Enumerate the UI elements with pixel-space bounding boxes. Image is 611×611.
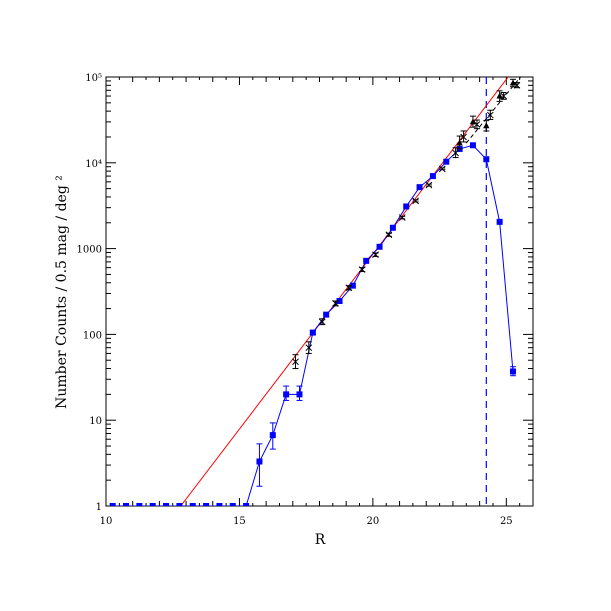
- data-point-square: [429, 173, 436, 180]
- y-tick-label: 1000: [77, 245, 102, 256]
- data-point-cross: [486, 111, 494, 119]
- data-point-square: [203, 503, 210, 506]
- y-tick-label: 10: [89, 416, 102, 427]
- data-point-square: [376, 243, 383, 250]
- data-point-square: [389, 224, 396, 231]
- data-point-square: [256, 458, 263, 465]
- data-point-cross: [425, 181, 433, 189]
- x-tick-label: 10: [100, 516, 113, 527]
- x-tick-label: 20: [367, 516, 380, 527]
- data-point-square: [123, 503, 130, 506]
- data-point-square: [416, 184, 423, 191]
- data-series: [109, 78, 521, 506]
- data-point-square: [243, 503, 250, 506]
- axis-ticks: [105, 76, 534, 507]
- data-point-square: [443, 158, 450, 165]
- data-point-square: [496, 218, 503, 225]
- data-point-cross: [292, 358, 299, 366]
- data-point-cross: [438, 165, 446, 173]
- data-point-square: [109, 503, 116, 506]
- y-tick-label: 10⁵: [85, 73, 102, 84]
- data-point-square: [149, 503, 156, 506]
- data-point-square: [323, 311, 330, 318]
- data-point-square: [189, 503, 196, 506]
- y-tick-label: 10⁴: [85, 159, 102, 170]
- y-axis-title: Number Counts / 0.5 mag / deg ²: [54, 175, 70, 409]
- data-point-cross: [305, 344, 313, 352]
- y-tick-label: 1: [96, 502, 102, 513]
- tick-labels: 10 15 20 25 1 10 100 1000 10⁴ 10⁵: [77, 73, 513, 527]
- data-point-square: [469, 142, 476, 149]
- data-point-square: [283, 391, 290, 398]
- data-point-cross: [345, 284, 353, 292]
- data-point-square: [136, 503, 143, 506]
- x-tick-label: 15: [233, 516, 246, 527]
- series-1-cross: [292, 81, 521, 370]
- data-point-triangle: [496, 92, 503, 99]
- data-point-square: [176, 503, 183, 506]
- data-point-square: [216, 503, 223, 506]
- data-point-square: [509, 368, 516, 375]
- data-point-square: [229, 503, 236, 506]
- data-point-cross: [460, 133, 467, 141]
- data-point-square: [403, 203, 410, 210]
- data-point-cross: [372, 251, 379, 259]
- fit-line-4: [465, 77, 522, 144]
- data-point-triangle: [469, 118, 477, 125]
- data-point-square: [269, 432, 276, 439]
- data-point-cross: [385, 231, 393, 239]
- x-tick-label: 25: [500, 516, 513, 527]
- data-point-square: [296, 391, 303, 398]
- data-point-square: [336, 298, 343, 305]
- data-point-cross: [332, 300, 339, 307]
- data-point-cross: [358, 266, 366, 273]
- data-point-cross: [452, 149, 459, 157]
- x-axis-title: R: [315, 532, 326, 548]
- data-point-triangle: [483, 122, 490, 129]
- data-point-triangle: [456, 139, 463, 146]
- data-point-triangle: [509, 79, 517, 86]
- data-point-square: [483, 156, 490, 163]
- data-point-cross: [318, 318, 326, 326]
- data-point-square: [349, 282, 356, 289]
- y-tick-label: 100: [83, 330, 102, 341]
- data-point-cross: [412, 197, 419, 205]
- series-2-triangle: [456, 78, 517, 150]
- data-point-square: [363, 257, 370, 264]
- data-point-cross: [398, 214, 406, 221]
- data-point-square: [163, 503, 170, 506]
- data-point-square: [309, 329, 316, 336]
- series-0-square: [109, 142, 516, 506]
